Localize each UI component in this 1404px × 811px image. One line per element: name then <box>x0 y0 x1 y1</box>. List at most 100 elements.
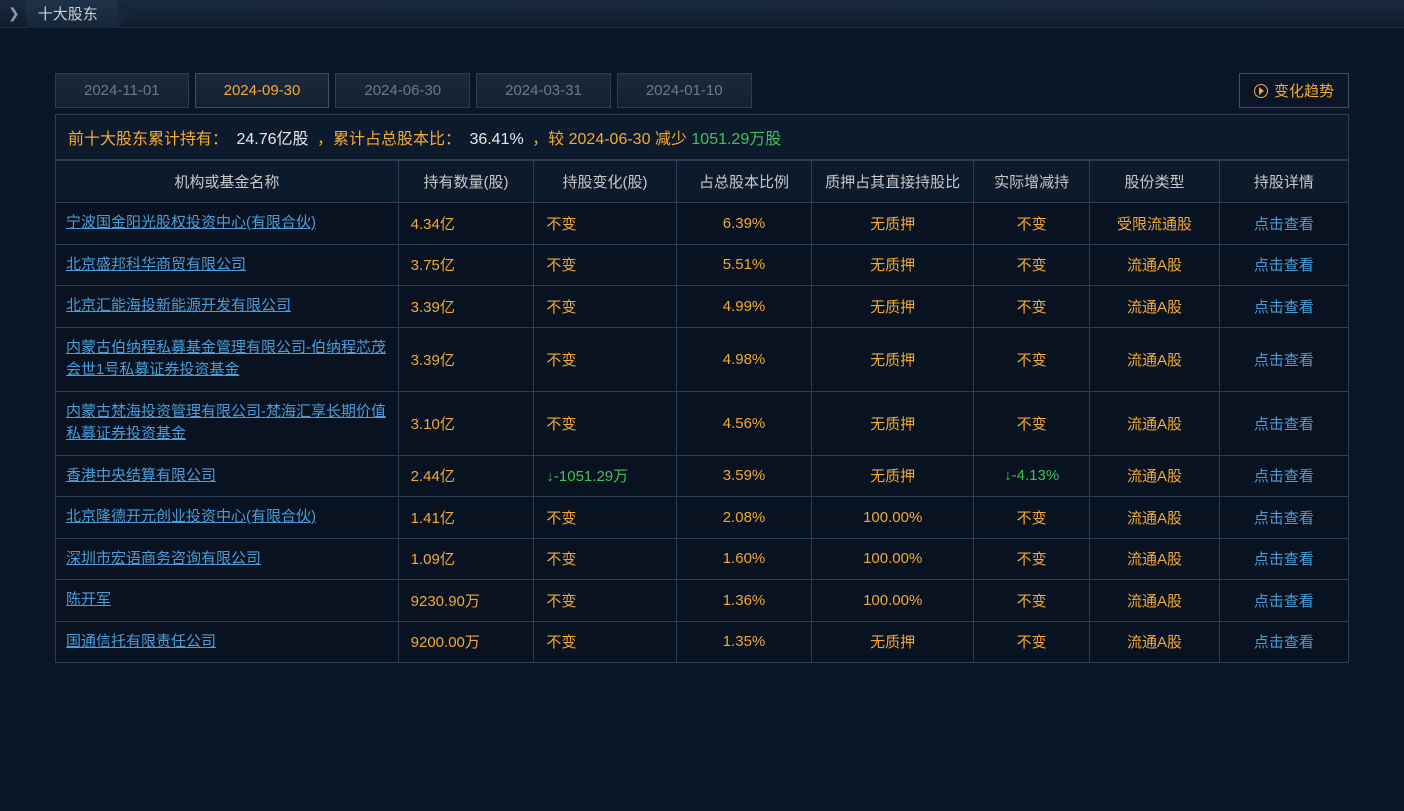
cell-pct: 3.59% <box>676 455 812 497</box>
cell-pct: 1.36% <box>676 580 812 622</box>
cell-pct: 4.99% <box>676 286 812 328</box>
institution-link[interactable]: 香港中央结算有限公司 <box>66 467 216 484</box>
summary-total-holding: 24.76亿股 <box>232 131 312 148</box>
cell-pledge: 100.00% <box>812 538 974 580</box>
cell-real-change: 不变 <box>974 327 1090 391</box>
cell-pledge: 100.00% <box>812 497 974 539</box>
cell-pct: 4.56% <box>676 391 812 455</box>
cell-pct: 1.60% <box>676 538 812 580</box>
institution-link[interactable]: 内蒙古梵海投资管理有限公司-梵海汇享长期价值私募证券投资基金 <box>66 403 386 443</box>
table-row: 北京隆德开元创业投资中心(有限合伙)1.41亿不变2.08%100.00%不变流… <box>56 497 1349 539</box>
col-change: 持股变化(股) <box>534 161 676 203</box>
cell-pct: 4.98% <box>676 327 812 391</box>
cell-name: 北京隆德开元创业投资中心(有限合伙) <box>56 497 399 539</box>
institution-link[interactable]: 北京隆德开元创业投资中心(有限合伙) <box>66 508 316 525</box>
institution-link[interactable]: 陈开军 <box>66 591 111 608</box>
cell-detail: 点击查看 <box>1219 621 1348 663</box>
institution-link[interactable]: 宁波国金阳光股权投资中心(有限合伙) <box>66 214 316 231</box>
cell-change: ↓-1051.29万 <box>534 455 676 497</box>
view-detail-link[interactable]: 点击查看 <box>1254 634 1314 651</box>
cell-qty: 9230.90万 <box>398 580 534 622</box>
view-detail-link[interactable]: 点击查看 <box>1254 352 1314 369</box>
col-real: 实际增减持 <box>974 161 1090 203</box>
table-row: 香港中央结算有限公司2.44亿↓-1051.29万3.59%无质押↓-4.13%… <box>56 455 1349 497</box>
cell-name: 香港中央结算有限公司 <box>56 455 399 497</box>
cell-qty: 1.41亿 <box>398 497 534 539</box>
cell-qty: 9200.00万 <box>398 621 534 663</box>
cell-change: 不变 <box>534 286 676 328</box>
cell-qty: 2.44亿 <box>398 455 534 497</box>
cell-real-change: 不变 <box>974 621 1090 663</box>
cell-change: 不变 <box>534 244 676 286</box>
cell-qty: 3.10亿 <box>398 391 534 455</box>
institution-link[interactable]: 北京盛邦科华商贸有限公司 <box>66 256 246 273</box>
cell-pledge: 100.00% <box>812 580 974 622</box>
cell-detail: 点击查看 <box>1219 580 1348 622</box>
summary-mid1: ，累计占总股本比： <box>317 131 461 148</box>
cell-detail: 点击查看 <box>1219 327 1348 391</box>
cell-pct: 1.35% <box>676 621 812 663</box>
cell-share-type: 流通A股 <box>1090 497 1219 539</box>
cell-real-change: 不变 <box>974 497 1090 539</box>
date-tab[interactable]: 2024-06-30 <box>335 73 470 108</box>
cell-pledge: 无质押 <box>812 203 974 245</box>
date-tab[interactable]: 2024-03-31 <box>476 73 611 108</box>
section-title: 十大股东 <box>26 0 118 28</box>
chevron-right-icon: ❯ <box>8 5 20 22</box>
table-row: 陈开军9230.90万不变1.36%100.00%不变流通A股点击查看 <box>56 580 1349 622</box>
view-detail-link[interactable]: 点击查看 <box>1254 510 1314 527</box>
trend-button[interactable]: 变化趋势 <box>1239 73 1349 108</box>
cell-change: 不变 <box>534 391 676 455</box>
cell-qty: 1.09亿 <box>398 538 534 580</box>
cell-pledge: 无质押 <box>812 244 974 286</box>
institution-link[interactable]: 内蒙古伯纳程私募基金管理有限公司-伯纳程芯茂会世1号私募证券投资基金 <box>66 339 386 379</box>
cell-detail: 点击查看 <box>1219 497 1348 539</box>
view-detail-link[interactable]: 点击查看 <box>1254 416 1314 433</box>
table-row: 宁波国金阳光股权投资中心(有限合伙)4.34亿不变6.39%无质押不变受限流通股… <box>56 203 1349 245</box>
view-detail-link[interactable]: 点击查看 <box>1254 257 1314 274</box>
date-tab[interactable]: 2024-01-10 <box>617 73 752 108</box>
cell-name: 内蒙古伯纳程私募基金管理有限公司-伯纳程芯茂会世1号私募证券投资基金 <box>56 327 399 391</box>
date-tab[interactable]: 2024-11-01 <box>55 73 189 108</box>
cell-real-change: 不变 <box>974 244 1090 286</box>
cell-real-change: 不变 <box>974 203 1090 245</box>
view-detail-link[interactable]: 点击查看 <box>1254 299 1314 316</box>
cell-detail: 点击查看 <box>1219 538 1348 580</box>
cell-change: 不变 <box>534 203 676 245</box>
play-circle-icon <box>1254 84 1268 98</box>
cell-share-type: 流通A股 <box>1090 244 1219 286</box>
cell-pledge: 无质押 <box>812 455 974 497</box>
cell-change: 不变 <box>534 327 676 391</box>
col-type: 股份类型 <box>1090 161 1219 203</box>
col-pct: 占总股本比例 <box>676 161 812 203</box>
institution-link[interactable]: 北京汇能海投新能源开发有限公司 <box>66 297 291 314</box>
col-qty: 持有数量(股) <box>398 161 534 203</box>
summary-bar: 前十大股东累计持有： 24.76亿股 ，累计占总股本比： 36.41% ，较 2… <box>55 114 1349 160</box>
summary-change-amount: 1051.29万股 <box>691 131 781 148</box>
cell-qty: 3.75亿 <box>398 244 534 286</box>
cell-detail: 点击查看 <box>1219 203 1348 245</box>
view-detail-link[interactable]: 点击查看 <box>1254 551 1314 568</box>
cell-share-type: 流通A股 <box>1090 286 1219 328</box>
cell-change: 不变 <box>534 497 676 539</box>
institution-link[interactable]: 国通信托有限责任公司 <box>66 633 216 650</box>
section-header: ❯ 十大股东 <box>0 0 1404 28</box>
table-row: 北京汇能海投新能源开发有限公司3.39亿不变4.99%无质押不变流通A股点击查看 <box>56 286 1349 328</box>
date-tabs-row: 2024-11-012024-09-302024-06-302024-03-31… <box>55 73 1349 108</box>
cell-share-type: 流通A股 <box>1090 327 1219 391</box>
date-tab[interactable]: 2024-09-30 <box>195 73 330 108</box>
arrow-down-icon: ↓ <box>1004 467 1012 484</box>
view-detail-link[interactable]: 点击查看 <box>1254 593 1314 610</box>
cell-detail: 点击查看 <box>1219 455 1348 497</box>
cell-qty: 3.39亿 <box>398 286 534 328</box>
cell-change: 不变 <box>534 621 676 663</box>
cell-pct: 2.08% <box>676 497 812 539</box>
table-row: 北京盛邦科华商贸有限公司3.75亿不变5.51%无质押不变流通A股点击查看 <box>56 244 1349 286</box>
cell-share-type: 流通A股 <box>1090 538 1219 580</box>
col-name: 机构或基金名称 <box>56 161 399 203</box>
cell-real-change: 不变 <box>974 391 1090 455</box>
institution-link[interactable]: 深圳市宏语商务咨询有限公司 <box>66 550 261 567</box>
cell-real-change: 不变 <box>974 286 1090 328</box>
view-detail-link[interactable]: 点击查看 <box>1254 216 1314 233</box>
view-detail-link[interactable]: 点击查看 <box>1254 468 1314 485</box>
